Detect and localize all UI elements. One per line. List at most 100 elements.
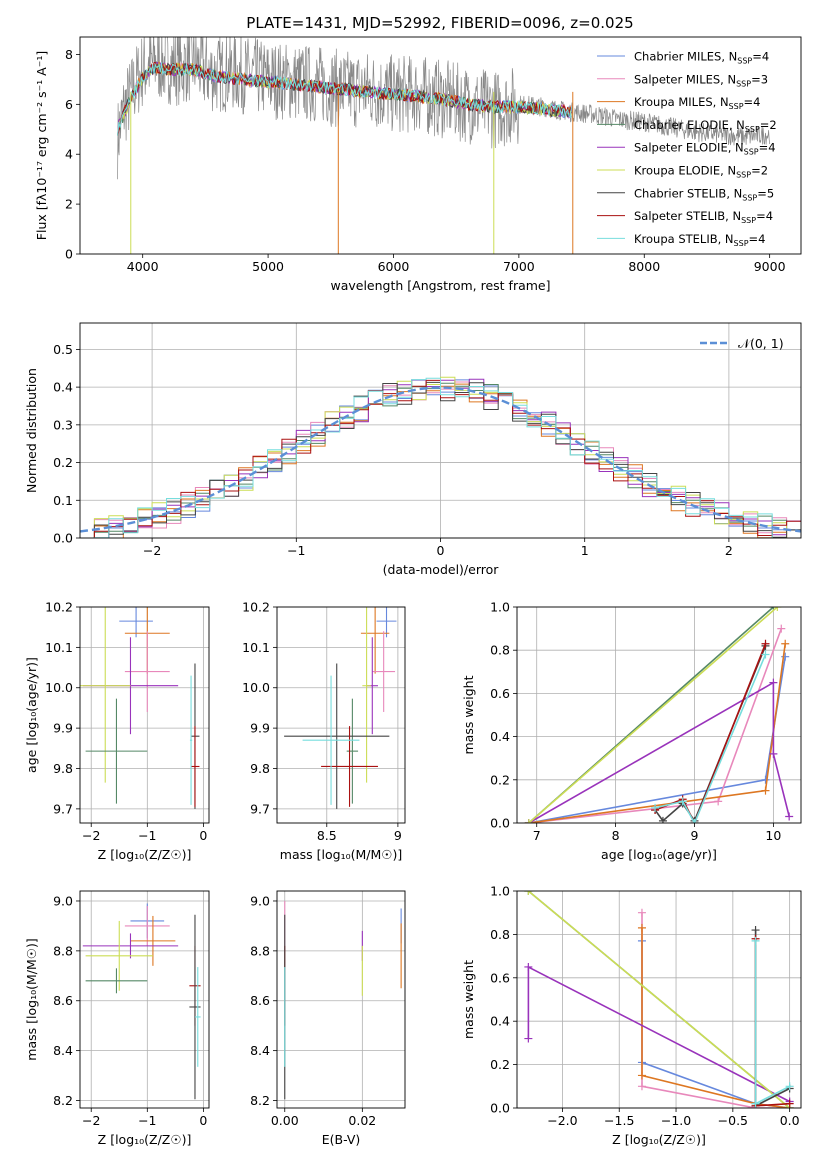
weight-series-line	[654, 645, 767, 823]
weight-point-marker	[777, 624, 786, 633]
y-tick-label: 2	[65, 197, 73, 212]
y-tick-label: 8	[65, 47, 73, 62]
spectrum-title: PLATE=1431, MJD=52992, FIBERID=0096, z=0…	[246, 14, 633, 32]
y-tick-label: 0.3	[53, 417, 73, 432]
y-axis-label: mass [log₁₀(M/M☉)]	[24, 938, 39, 1060]
y-tick-label: 8.6	[250, 993, 270, 1008]
weight-series-line	[754, 930, 790, 1108]
weight-point-marker	[637, 1071, 646, 1080]
y-tick-label: 0.5	[53, 342, 73, 357]
y-tick-label: 10.2	[45, 600, 73, 615]
weight-point-marker	[769, 749, 778, 758]
weight-series-line	[527, 965, 790, 1103]
x-tick-label: 9	[394, 828, 402, 843]
weight-series-line	[754, 940, 790, 1106]
y-tick-label: 9.7	[250, 801, 270, 816]
x-tick-label: −1	[138, 828, 156, 843]
y-tick-label: 0.8	[490, 643, 510, 658]
y-tick-label: 0.4	[490, 729, 510, 744]
weight-vs-age-series	[524, 607, 794, 823]
axes-frame	[79, 606, 210, 824]
y-axis-label: Flux [fλ10⁻¹⁷ erg cm⁻² s⁻¹ A⁻¹]	[34, 51, 49, 240]
weight-series-line	[528, 656, 786, 823]
y-tick-label: 10.0	[242, 680, 270, 695]
y-tick-label: 0.2	[53, 455, 73, 470]
y-axis-label: Normed distribution	[24, 368, 39, 493]
legend-count: =5	[757, 186, 774, 200]
axes-frame	[79, 890, 210, 1109]
axes-frame	[79, 36, 802, 255]
weight-point-marker	[769, 678, 778, 687]
y-tick-label: 0.4	[53, 380, 73, 395]
axes-frame	[516, 606, 802, 824]
legend-subscript: SSP	[741, 216, 756, 225]
normal-curve-line	[80, 386, 801, 533]
x-tick-label: 5000	[252, 259, 284, 274]
weight-point-marker	[785, 812, 794, 821]
legend-entry: Salpeter STELIB, NSSP=4	[634, 209, 773, 225]
legend-entry: Chabrier ELODIE, NSSP=2	[634, 118, 777, 134]
y-axis-label: mass weight	[461, 960, 476, 1039]
weight-series-line	[528, 607, 778, 823]
weight-point-marker	[678, 797, 687, 806]
weight-point-marker	[714, 797, 723, 806]
legend-subscript: SSP	[742, 193, 757, 202]
y-tick-label: 9.7	[53, 801, 73, 816]
x-tick-label: −2.0	[547, 1113, 577, 1128]
legend-text: Kroupa MILES, N	[634, 95, 729, 109]
histogram-steps	[80, 376, 801, 538]
x-tick-label: −1	[287, 543, 305, 558]
y-tick-label: 8.6	[53, 993, 73, 1008]
x-tick-label: 0	[199, 828, 207, 843]
y-tick-label: 10.2	[242, 600, 270, 615]
age-vs-mass-panel: 8.5 9 9.7 9.8 9.9 10.0 10.1 10.2 mass [log₁₀(M/M…	[242, 600, 406, 862]
y-tick-label: 0	[65, 247, 73, 262]
weight-point-marker	[751, 1099, 760, 1108]
y-tick-label: 9.9	[250, 721, 270, 736]
legend-text: Chabrier MILES, N	[634, 50, 737, 64]
age-vs-Z-points	[80, 607, 200, 809]
x-tick-label: −1.5	[604, 1113, 634, 1128]
y-tick-label: 4	[65, 147, 73, 162]
y-tick-label: 1.0	[490, 884, 510, 899]
y-tick-label: 10.0	[45, 680, 73, 695]
legend-subscript: SSP	[737, 57, 752, 66]
weight-point-marker	[524, 819, 533, 823]
x-tick-label: 8	[612, 828, 620, 843]
weight-point-marker	[781, 639, 790, 648]
legend-subscript: SSP	[745, 125, 760, 134]
weight-point-marker	[524, 1034, 533, 1043]
legend-subscript: SSP	[744, 148, 759, 157]
x-axis-label: (data-model)/error	[383, 562, 500, 577]
weight-point-marker	[785, 1099, 794, 1108]
legend-count: =4	[749, 232, 766, 246]
weight-point-marker	[524, 891, 533, 895]
weight-vs-Z-series	[524, 891, 794, 1108]
model-spectrum-line	[117, 61, 572, 136]
weight-vs-age-panel: 7 8 9 10 0.0 0.2 0.4 0.6 0.8 1.0 age [log₁₀(age/yr…	[461, 600, 802, 862]
y-tick-label: 8.8	[250, 943, 270, 958]
y-tick-label: 10.1	[242, 640, 270, 655]
legend-text: Chabrier ELODIE, N	[634, 118, 745, 132]
y-tick-label: 8.8	[53, 943, 73, 958]
model-spectrum-line	[117, 62, 572, 136]
legend-count: =3	[751, 72, 768, 86]
x-tick-label: 9	[691, 828, 699, 843]
y-tick-label: 0.8	[490, 927, 510, 942]
legend-entry: Salpeter MILES, NSSP=3	[634, 72, 768, 88]
x-tick-label: 4000	[127, 259, 159, 274]
y-tick-label: 9.0	[53, 893, 73, 908]
weight-point-marker	[773, 607, 782, 611]
y-axis-label: age [log₁₀(age/yr)]	[24, 657, 39, 773]
weight-series-line	[528, 681, 790, 823]
x-tick-label: −1	[138, 1113, 156, 1128]
legend-count: =4	[744, 95, 761, 109]
y-tick-label: 0.0	[490, 816, 510, 831]
mass-vs-ebv-points	[284, 900, 402, 1100]
weight-point-marker	[637, 908, 646, 917]
legend-subscript: SSP	[736, 171, 751, 180]
legend-text: Salpeter STELIB, N	[634, 209, 741, 223]
residuals-panel: −2 −1 0 1 2 0.0 0.1 0.2 0.3 0.4 0.5 (data-model)/er…	[24, 322, 802, 577]
